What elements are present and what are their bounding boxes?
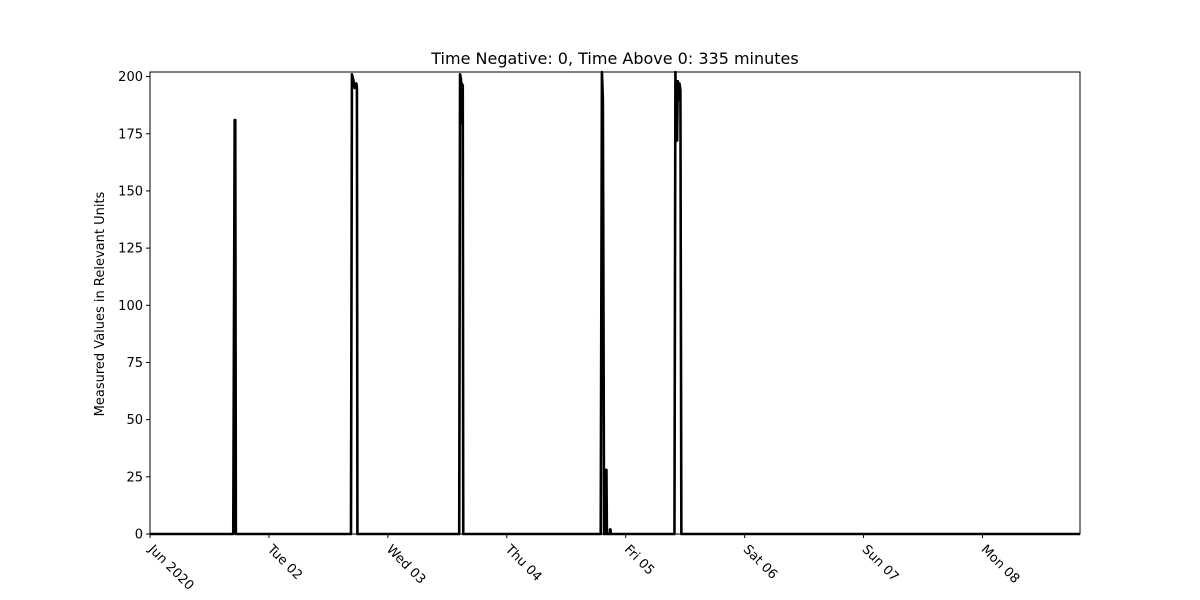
y-tick-label: 100 [118, 299, 143, 314]
y-tick-label: 75 [126, 356, 143, 371]
y-tick-label: 0 [135, 528, 143, 543]
series-line-0 [150, 70, 1080, 536]
y-tick-label: 125 [118, 242, 143, 257]
plot-frame [149, 71, 1081, 535]
y-tick-label: 150 [118, 184, 143, 199]
y-tick-label: 50 [126, 413, 143, 428]
y-tick-label: 175 [118, 127, 143, 142]
y-axis-title: Measured Values in Relevant Units [93, 191, 108, 416]
y-tick-label: 200 [118, 70, 143, 85]
y-tick-label: 25 [126, 470, 143, 485]
chart-title: Time Negative: 0, Time Above 0: 335 minu… [430, 49, 798, 68]
